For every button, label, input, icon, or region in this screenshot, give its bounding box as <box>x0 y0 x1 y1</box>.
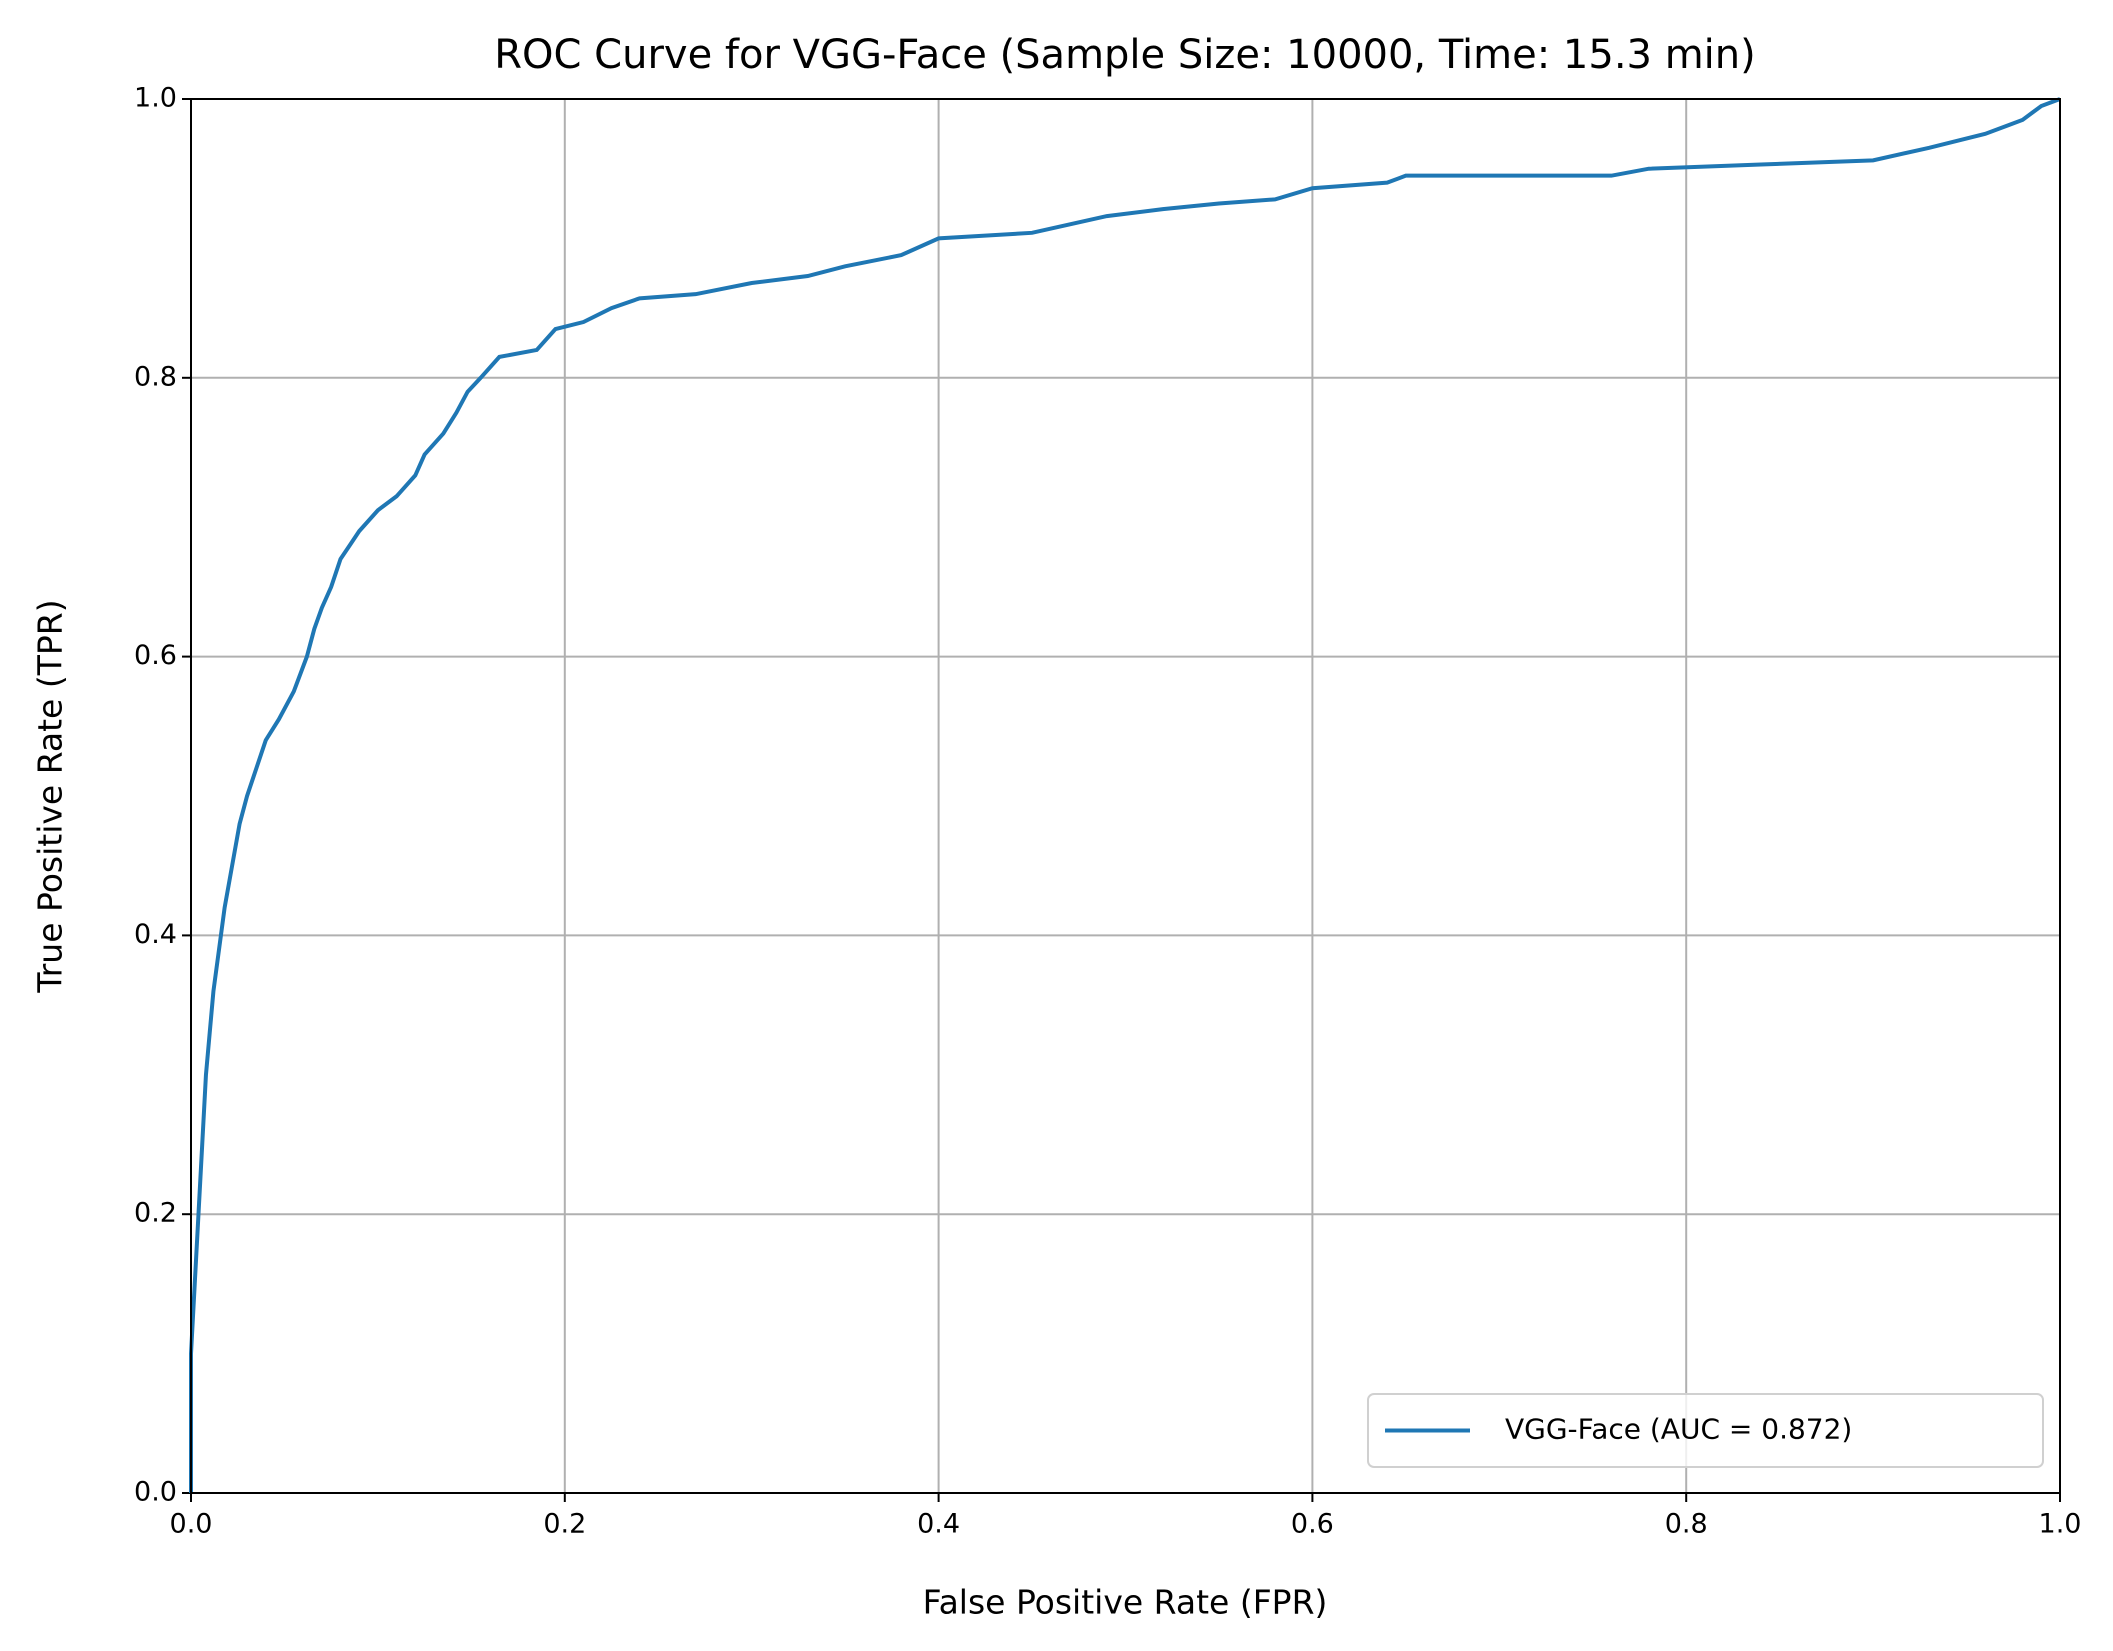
y-tick-label: 1.0 <box>134 83 177 114</box>
legend-box <box>1367 1393 2044 1468</box>
x-tick-label: 0.2 <box>543 1509 586 1540</box>
plot-frame <box>190 98 2061 1494</box>
x-tick-label: 0.8 <box>1665 1509 1708 1540</box>
y-axis-label: True Positive Rate (TPR) <box>31 599 70 993</box>
chart-title: ROC Curve for VGG-Face (Sample Size: 100… <box>494 32 1755 78</box>
y-tick-label: 0.2 <box>134 1198 177 1229</box>
y-tick-label: 0.0 <box>134 1477 177 1508</box>
y-tick-label: 0.8 <box>134 361 177 392</box>
roc-line <box>189 97 2061 1493</box>
x-tick-label: 0.4 <box>917 1509 960 1540</box>
x-tick-label: 0.0 <box>170 1509 213 1540</box>
x-tick-label: 0.6 <box>1291 1509 1334 1540</box>
x-axis-label: False Positive Rate (FPR) <box>923 1583 1328 1622</box>
y-tick-label: 0.6 <box>134 640 177 671</box>
x-tick-label: 1.0 <box>2039 1509 2082 1540</box>
legend-label: VGG-Face (AUC = 0.872) <box>1505 1413 1852 1446</box>
y-tick-label: 0.4 <box>134 919 177 950</box>
